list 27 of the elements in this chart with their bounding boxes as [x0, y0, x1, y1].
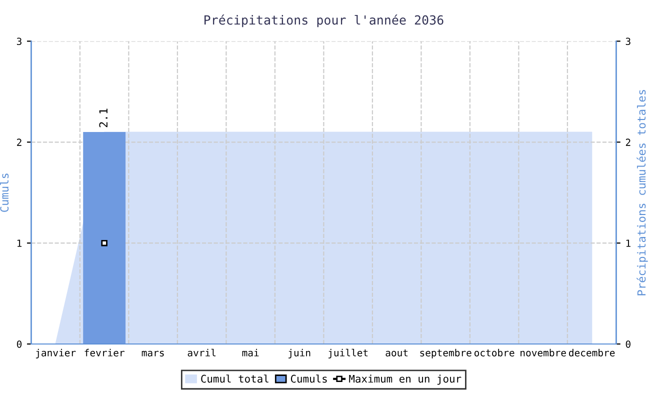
legend-label: Cumuls	[290, 374, 327, 383]
x-tick-label: juillet	[328, 348, 368, 358]
x-tick-label: novembre	[520, 348, 566, 356]
y2-axis-title: Précipitations cumulées totales	[636, 90, 648, 296]
y2-tick-label: 0	[626, 340, 630, 348]
y2-tick-label: 1	[626, 240, 630, 247]
y2-tick-label: 2	[626, 138, 630, 146]
legend-label: Cumul total	[201, 374, 268, 383]
y-tick-label: 0	[16, 340, 22, 348]
x-tick-label: fevrier	[84, 348, 124, 356]
x-tick-label: janvier	[36, 348, 76, 358]
x-tick-label: decembre	[568, 348, 615, 356]
x-tick-label: aout	[386, 349, 408, 356]
chart-title: Précipitations pour l'année 2036	[204, 14, 444, 28]
y-tick-label: 2	[17, 138, 22, 146]
data-label: 2.1	[99, 108, 108, 128]
x-tick-label: mars	[142, 350, 164, 356]
x-tick-label: juin	[288, 348, 310, 358]
y-tick-label: 1	[17, 240, 22, 247]
y2-tick-label: 3	[626, 38, 630, 46]
x-tick-label: octobre	[474, 348, 514, 356]
y-tick-label: 3	[16, 38, 22, 46]
x-tick-label: mai	[242, 348, 259, 356]
y-axis-title: Cumuls	[0, 174, 9, 212]
legend-label: Maximum en un jour	[349, 374, 462, 385]
x-tick-label: avril	[188, 348, 216, 356]
x-tick-label: septembre	[420, 348, 472, 358]
